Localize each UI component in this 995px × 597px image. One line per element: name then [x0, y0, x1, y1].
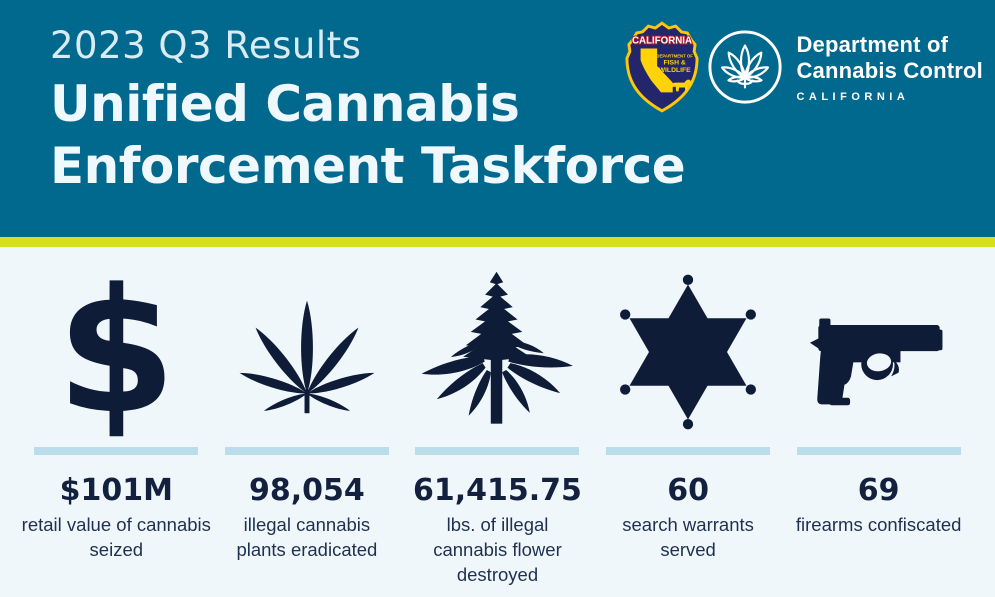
accent-stripe: [0, 237, 995, 247]
report-period: 2023 Q3 Results: [50, 24, 362, 67]
stat-label: lbs. of illegal cannabis flower destroye…: [433, 514, 562, 585]
stat-value: $101M: [59, 473, 173, 508]
divider-rule: [224, 447, 389, 455]
divider-rule: [606, 447, 771, 455]
stat-flower-destroyed: 61,415.75 lbs. of illegal cannabis flowe…: [402, 247, 593, 597]
handgun-icon: [783, 257, 974, 447]
dcc-wordmark: Department of Cannabis Control CALIFORNI…: [796, 32, 983, 103]
stat-label: search warrants served: [622, 514, 754, 560]
header-text: 2023 Q3 Results Unified Cannabis Enforce…: [50, 24, 686, 197]
stat-label: firearms confiscated: [795, 514, 962, 535]
badge-california-state-shape: [641, 48, 674, 93]
stat-retail-value: $ $101M retail value of cannabis seized: [21, 247, 212, 597]
dollar-sign-icon: $: [56, 251, 177, 452]
divider-rule: [415, 447, 580, 455]
page-title: Unified Cannabis Enforcement Taskforce: [50, 73, 686, 197]
stat-search-warrants: 60 search warrants served: [593, 247, 784, 597]
dcc-california-label: CALIFORNIA: [796, 90, 910, 103]
dcc-logo-lockup: Department of Cannabis Control CALIFORNI…: [706, 28, 983, 106]
cannabis-flower-icon: [402, 257, 593, 447]
header-banner: 2023 Q3 Results Unified Cannabis Enforce…: [0, 0, 995, 237]
dcc-name-line2: Cannabis Control: [796, 57, 983, 83]
stat-firearms: 69 firearms confiscated: [783, 247, 974, 597]
stat-plants-eradicated: 98,054 illegal cannabis plants eradicate…: [212, 247, 403, 597]
badge-fish-label: FISH &: [664, 60, 686, 67]
cannabis-leaf-icon: [212, 257, 403, 447]
badge-california-label: CALIFORNIA: [632, 36, 692, 47]
cdfw-badge-icon: CALIFORNIA DEPARTMENT OF FISH & WILDLIFE: [625, 21, 699, 113]
stat-label: illegal cannabis plants eradicated: [236, 514, 378, 560]
dcc-leaf-logo-icon: [708, 30, 783, 104]
sheriff-star-icon: [593, 257, 784, 447]
badge-bear-icon: [670, 79, 693, 92]
stat-value: 98,054: [249, 473, 365, 508]
page-title-line2: Enforcement Taskforce: [50, 137, 686, 195]
stat-value: 69: [857, 473, 900, 508]
stats-row: $ $101M retail value of cannabis seized: [0, 247, 995, 597]
stat-value: 61,415.75: [413, 473, 582, 508]
badge-wildlife-label: WILDLIFE: [659, 67, 692, 74]
divider-rule: [34, 447, 199, 455]
stat-label: retail value of cannabis seized: [21, 514, 211, 560]
divider-rule: [796, 447, 961, 455]
dcc-name-line1: Department of: [796, 31, 949, 57]
stat-value: 60: [667, 473, 709, 508]
logo-group: CALIFORNIA DEPARTMENT OF FISH & WILDLIFE: [625, 21, 983, 113]
badge-dept-label: DEPARTMENT OF: [657, 53, 694, 58]
page-title-line1: Unified Cannabis: [50, 75, 520, 133]
